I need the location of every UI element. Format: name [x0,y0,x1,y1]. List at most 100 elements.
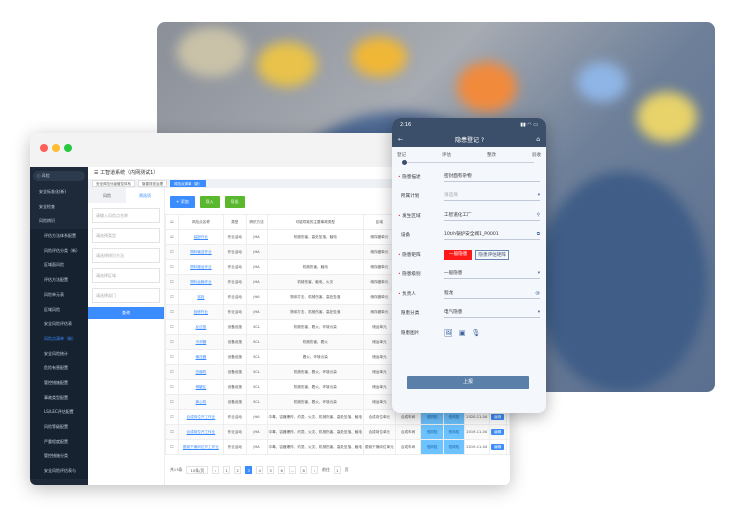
back-arrow-icon[interactable]: ← [398,136,404,143]
add-image-icon[interactable]: 🖼 [444,328,453,337]
field-input[interactable]: 工智道化工厂 ⚲ [444,211,540,221]
close-window-button[interactable] [40,144,48,152]
page-button[interactable]: 6 [278,466,286,474]
field-input[interactable]: 10t/h锅炉安全阀1_P0001 ⧉ [444,230,540,241]
page-button[interactable]: 4 [256,466,264,474]
goto-page-input[interactable]: 1 [333,466,341,474]
risk-point-link[interactable]: 物料运输作业 [190,279,212,284]
dropdown-icon[interactable]: ▾ [537,310,540,316]
row-checkbox[interactable]: ☐ [165,439,179,455]
row-checkbox[interactable]: ☑ [165,229,179,245]
filter-tab-risk[interactable]: 风险 [88,188,126,203]
page-button[interactable]: 2 [234,466,242,474]
add-button[interactable]: + 添加 [170,196,195,208]
next-page-button[interactable]: › [311,466,319,474]
sidebar-item[interactable]: 安全风险评估表与 [30,464,88,479]
query-button[interactable]: 查询 [88,307,164,319]
tab[interactable]: 安全风险分级管控体系 [92,180,135,187]
row-checkbox[interactable]: ☐ [165,289,179,305]
type-filter-select[interactable]: 请选择类型 [92,228,160,243]
home-icon[interactable]: ⌂ [536,136,540,143]
row-checkbox[interactable]: ☐ [165,259,179,275]
sidebar-item[interactable]: 风险评估分类（新） [30,243,88,259]
risk-point-link[interactable]: 压缩机 [195,369,207,374]
edit-button[interactable]: 编辑 [491,413,505,420]
sidebar-item[interactable]: 区域面风险 [30,258,88,274]
field-input[interactable]: 密封面有杂物 [444,172,540,182]
matrix-button[interactable]: 隐患评估矩阵 [475,249,509,260]
row-checkbox[interactable]: ☐ [165,304,179,320]
voice-icon[interactable]: 🎙 [471,328,481,337]
field-input[interactable]: 请选择 ▾ [444,191,540,202]
risk-point-link[interactable]: 离心机 [195,399,207,404]
row-checkbox[interactable]: ☐ [165,394,179,410]
maximize-window-button[interactable] [64,144,72,152]
edit-button[interactable]: 编辑 [491,428,505,435]
sidebar-item[interactable]: 管控措施配置 [30,375,88,391]
name-filter-input[interactable]: 请输入风险点名称 [92,208,160,223]
column-header[interactable]: 辨识方法 [245,214,268,230]
row-checkbox[interactable]: ☐ [165,409,179,425]
filter-tab-filter[interactable]: 筛选项 [126,188,164,203]
row-checkbox[interactable]: ☐ [165,379,179,395]
export-button[interactable]: 导出 [224,196,245,208]
row-checkbox[interactable]: ☐ [165,364,179,380]
row-checkbox[interactable]: ☐ [165,334,179,350]
risk-point-link[interactable]: 储罐区 [195,384,207,389]
page-button[interactable]: 5 [267,466,275,474]
help-icon[interactable]: ? [480,137,485,144]
page-button[interactable]: 1 [223,466,231,474]
risk-point-link[interactable]: 合成岗位开工作业 [186,414,216,419]
row-checkbox[interactable]: ☐ [165,349,179,365]
risk-point-link[interactable]: 巡检 [197,294,205,299]
page-button[interactable]: 8 [300,466,308,474]
scan-icon[interactable]: ⧉ [536,232,540,238]
page-button[interactable]: ... [289,466,297,474]
at-icon[interactable]: @ [535,290,540,296]
dropdown-icon[interactable]: ▾ [537,271,540,277]
column-header[interactable]: 风险点名称 [177,214,225,230]
column-header[interactable]: 区域 [362,214,396,230]
select-all-checkbox[interactable]: ☑ [165,214,179,230]
column-header[interactable]: 可能导致的主要事故类型 [266,214,364,230]
sidebar-item[interactable]: 风险等级配置 [30,420,88,435]
risk-point-link[interactable]: 物料输送作业 [190,249,212,254]
field-input[interactable]: 程龙 @ [444,289,540,299]
edit-button[interactable]: 编辑 [491,443,505,450]
tab-active[interactable]: 风险点清单（新） [170,180,206,187]
prev-page-button[interactable]: ‹ [212,466,220,474]
risk-point-link[interactable]: 冷却器 [195,339,207,344]
sidebar-item[interactable]: 评估方法体系配置 [30,229,88,244]
sidebar-search-input[interactable]: ○ 风险 [33,171,85,181]
method-filter-select[interactable]: 请选择辨识方法 [92,248,160,263]
sidebar-item[interactable]: 安全标准化(新) [39,189,67,194]
risk-point-link[interactable]: 输送器 [195,354,207,359]
risk-point-link[interactable]: 物料搬运作业 [190,264,212,269]
add-video-icon[interactable]: ▣ [458,328,466,337]
risk-point-link[interactable]: 脱硫干燥岗位开工作业 [182,444,219,449]
sidebar-item[interactable]: 安全风险评估表 [30,317,88,332]
menu-icon[interactable]: ☰ [94,170,99,176]
field-input[interactable]: 电气隐患 ▾ [444,308,540,319]
sidebar-item[interactable]: 管控措施分类 [30,449,88,465]
page-button[interactable]: 3 [245,466,253,474]
sidebar-item[interactable]: 安全检查 [39,203,55,209]
row-checkbox[interactable]: ☐ [165,244,179,260]
risk-point-link[interactable]: 检修作业 [193,309,209,314]
sidebar-item[interactable]: 安全风险统计 [30,346,88,362]
row-checkbox[interactable]: ☐ [165,274,179,290]
location-icon[interactable]: ⚲ [536,212,540,218]
page-size-select[interactable]: 10条/页 [186,466,209,474]
dropdown-icon[interactable]: ▾ [537,193,540,199]
submit-button[interactable]: 上报 [407,376,529,389]
field-input[interactable]: 一般隐患 ▾ [444,269,540,280]
risk-point-link[interactable]: 装卸作业 [193,234,209,239]
sidebar-item[interactable]: 风险点清单（新） [30,331,88,347]
sidebar-item[interactable]: 严重程度配置 [30,434,88,450]
risk-point-link[interactable]: 反应釜 [195,324,207,329]
sidebar-item[interactable]: LS/LEC评估配置 [30,405,88,420]
area-filter-select[interactable]: 请选择区域 [92,268,160,283]
dept-filter-select[interactable]: 请选择部门 [92,288,160,303]
risk-point-link[interactable]: 合成岗位开工作业 [186,429,216,434]
sidebar-item[interactable]: 风险辨识 [39,218,55,224]
